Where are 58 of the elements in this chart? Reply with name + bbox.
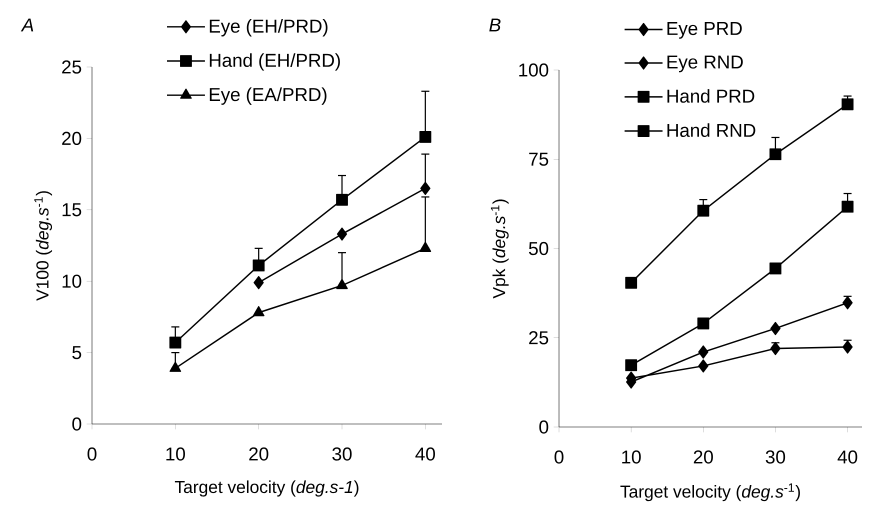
x-tick-label: 0 [88, 447, 96, 461]
point [842, 340, 853, 354]
point [252, 260, 265, 272]
chart-title: B [489, 18, 501, 32]
point [842, 200, 854, 213]
x-tick-label: 10 [166, 447, 185, 461]
point [252, 306, 264, 316]
y-tick-label: 0 [72, 417, 82, 431]
y-tick-label: 75 [529, 152, 548, 166]
y-axis-title: Vpk (deg.s$^{-1}$) [490, 200, 509, 298]
y-tick-label: 25 [529, 331, 548, 344]
point [842, 296, 853, 310]
y-axis-title: V100 (deg.s$^{-1}$) [34, 191, 52, 301]
point [770, 342, 781, 356]
point [625, 359, 638, 372]
y-tick-label: 10 [62, 274, 82, 288]
point [420, 242, 432, 252]
point [770, 262, 782, 274]
point [420, 182, 430, 195]
x-tick-label: 30 [332, 447, 352, 461]
x-tick-label: 0 [554, 450, 564, 464]
legend-label: Eye RND [667, 56, 743, 72]
y-tick-label: 50 [528, 242, 548, 256]
point [698, 359, 708, 373]
y-tick-label: 100 [519, 63, 548, 77]
legend-label: Hand RND [667, 123, 756, 137]
point [770, 322, 781, 336]
point [698, 345, 708, 359]
x-axis-title: Target velocity (deg.s$^{-1}$) [620, 483, 800, 502]
x-axis-title: Target velocity (deg.s-1) [174, 480, 358, 497]
legend-label: Eye (EA/PRD) [210, 87, 326, 105]
x-tick-label: 40 [838, 450, 858, 464]
y-tick-label: 5 [72, 346, 82, 360]
x-tick-label: 20 [249, 447, 268, 461]
chart-title: A [20, 18, 34, 32]
point [336, 278, 348, 290]
legend-label: Hand (EH/PRD) [210, 53, 340, 71]
point [770, 148, 782, 160]
x-tick-label: 40 [415, 447, 435, 461]
legend-label: Eye (EH/PRD) [210, 19, 328, 36]
y-tick-label: 20 [62, 132, 82, 146]
x-tick-label: 20 [694, 450, 713, 464]
y-tick-label: 15 [62, 203, 82, 216]
x-tick-label: 30 [766, 450, 786, 464]
point [697, 204, 710, 217]
point [254, 276, 264, 290]
point [336, 194, 348, 206]
legend-label: Hand PRD [667, 89, 754, 103]
point [697, 318, 710, 330]
point [169, 336, 182, 349]
point [419, 131, 432, 143]
point [336, 227, 348, 241]
y-tick-label: 25 [62, 60, 82, 74]
y-tick-label: 0 [539, 420, 548, 434]
point [625, 276, 638, 289]
point [170, 362, 182, 372]
x-tick-label: 10 [622, 450, 641, 464]
legend-label: Eye PRD [667, 22, 742, 39]
